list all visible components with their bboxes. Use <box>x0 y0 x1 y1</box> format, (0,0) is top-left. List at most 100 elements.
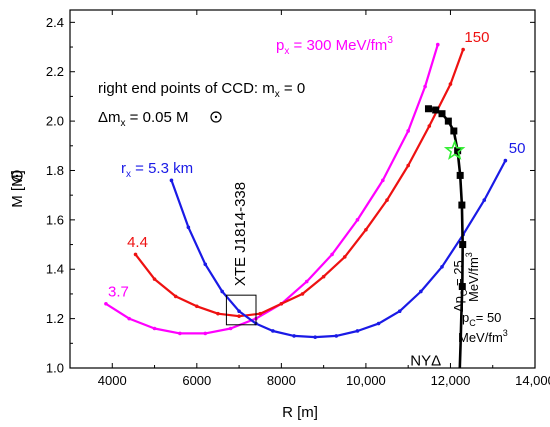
pc-rest: = 50 <box>476 310 502 325</box>
dpc-unit: MeV/fm3 <box>464 252 481 302</box>
square-marker <box>458 201 466 209</box>
series-line-blue <box>170 160 507 339</box>
x-tick-label: 8000 <box>267 373 296 388</box>
series-point-red <box>448 82 453 86</box>
curve-label: 150 <box>464 29 489 46</box>
series-point-blue <box>503 158 508 163</box>
dpc-sub: C <box>459 289 469 296</box>
marker-layer: 3.7 4.4 150 50 NYΔ <box>108 29 525 369</box>
rx-rest: = 5.3 km <box>131 160 193 177</box>
series-point-blue <box>419 289 423 294</box>
y-axis-label: M [M] <box>9 170 26 208</box>
series-point-blue <box>169 178 174 183</box>
pc-label: pC= 50 <box>462 310 501 328</box>
series-point-red <box>237 314 241 318</box>
series-point-blue <box>186 225 191 230</box>
ccd-line1-rest: = 0 <box>280 80 305 97</box>
dpc-rest: = 25 <box>451 260 466 289</box>
series-point-blue <box>376 321 381 326</box>
square-marker <box>454 147 462 155</box>
series-point-magenta <box>330 252 334 257</box>
series-point-red <box>152 277 157 281</box>
rx-main: r <box>121 160 126 177</box>
rx-sub: x <box>126 169 131 180</box>
curve-label: 4.4 <box>127 234 148 251</box>
series-point-blue <box>271 329 275 333</box>
series-point-red <box>385 198 389 202</box>
px-main: p <box>276 37 284 54</box>
ccd-line2-rest: = 0.05 M <box>126 109 189 126</box>
y-tick-label: 1.4 <box>46 262 64 277</box>
series-point-blue <box>292 334 296 338</box>
series-point-red <box>364 227 368 232</box>
y-tick-label: 1.0 <box>46 361 64 376</box>
square-marker <box>456 171 464 179</box>
px-label: px = 300 MeV/fm3 <box>276 35 393 57</box>
y-tick-label: 2.0 <box>46 114 64 129</box>
series-point-magenta <box>406 129 410 133</box>
curve-label: NYΔ <box>410 353 441 370</box>
y-axis-label-close: ] <box>9 170 26 174</box>
plot-frame <box>69 9 536 369</box>
square-marker <box>424 105 432 113</box>
series-point-magenta <box>127 316 131 321</box>
pc-unit-main: MeV/fm <box>458 330 503 345</box>
series-point-red <box>173 294 178 299</box>
square-marker <box>432 106 440 114</box>
series-point-magenta <box>228 326 233 331</box>
svg-text:M [M]: M [M] <box>9 170 26 208</box>
y-tick-label: 1.8 <box>46 163 64 178</box>
square-marker <box>438 110 446 118</box>
dpc-label: ΔpC = 25 <box>451 260 469 312</box>
pc-sub: C <box>469 318 476 328</box>
series-point-magenta <box>152 326 157 331</box>
ccd-line1-sub: x <box>275 89 280 100</box>
series-point-blue <box>203 262 208 267</box>
square-marker <box>459 241 467 249</box>
series-point-red <box>342 255 347 259</box>
px-sub: x <box>284 46 289 57</box>
series-point-blue <box>397 309 402 314</box>
x-tick-label: 12,000 <box>431 373 471 388</box>
series-point-magenta <box>304 279 309 284</box>
series-point-blue <box>237 309 241 314</box>
series-point-magenta <box>435 42 440 47</box>
ccd-note-line2: Δmx = 0.05 M <box>98 109 188 129</box>
dpc-unit-main: MeV/fm <box>466 257 481 302</box>
pc-unit: MeV/fm3 <box>458 328 508 345</box>
series-point-magenta <box>104 302 108 306</box>
y-tick-label: 2.2 <box>46 64 64 79</box>
px-sup: 3 <box>387 35 393 46</box>
pc-main: p <box>462 310 469 325</box>
y-tick-label: 1.2 <box>46 311 64 326</box>
square-marker <box>444 117 452 125</box>
series-point-red <box>258 311 263 316</box>
xte-label: XTE J1814-338 <box>232 182 249 286</box>
series-point-magenta <box>203 331 208 336</box>
y-axis-label-main: M [M <box>9 174 26 207</box>
series-point-red <box>195 304 199 309</box>
series-point-red <box>321 274 326 279</box>
series-point-blue <box>220 289 224 294</box>
series-point-red <box>406 163 410 168</box>
y-tick-label: 2.4 <box>46 15 64 30</box>
dpc-unit-sup: 3 <box>464 252 474 257</box>
square-marker <box>450 127 458 135</box>
px-rest: = 300 MeV/fm <box>289 37 387 54</box>
x-axis-label: R [m] <box>282 404 318 421</box>
y-tick-label: 1.6 <box>46 212 64 227</box>
xte-box <box>225 294 257 326</box>
solar-mass-icon <box>11 170 23 182</box>
square-marker <box>458 283 466 291</box>
star-marker <box>443 139 466 160</box>
series-point-blue <box>482 198 487 202</box>
ccd-note-line1: right end points of CCD: mx = 0 <box>98 80 305 100</box>
ccd-line2-main: Δm <box>98 109 121 126</box>
ccd-line2-sub: x <box>121 118 126 129</box>
x-tick-label: 6000 <box>182 373 211 388</box>
series-point-red <box>279 302 284 306</box>
dpc-main: Δp <box>451 296 466 312</box>
x-tick-label: 14,000 <box>515 373 550 388</box>
axis-ticks: 4000 6000 8000 10,000 12,000 14,000 1.0 1.2 1.4 1… <box>46 10 550 388</box>
